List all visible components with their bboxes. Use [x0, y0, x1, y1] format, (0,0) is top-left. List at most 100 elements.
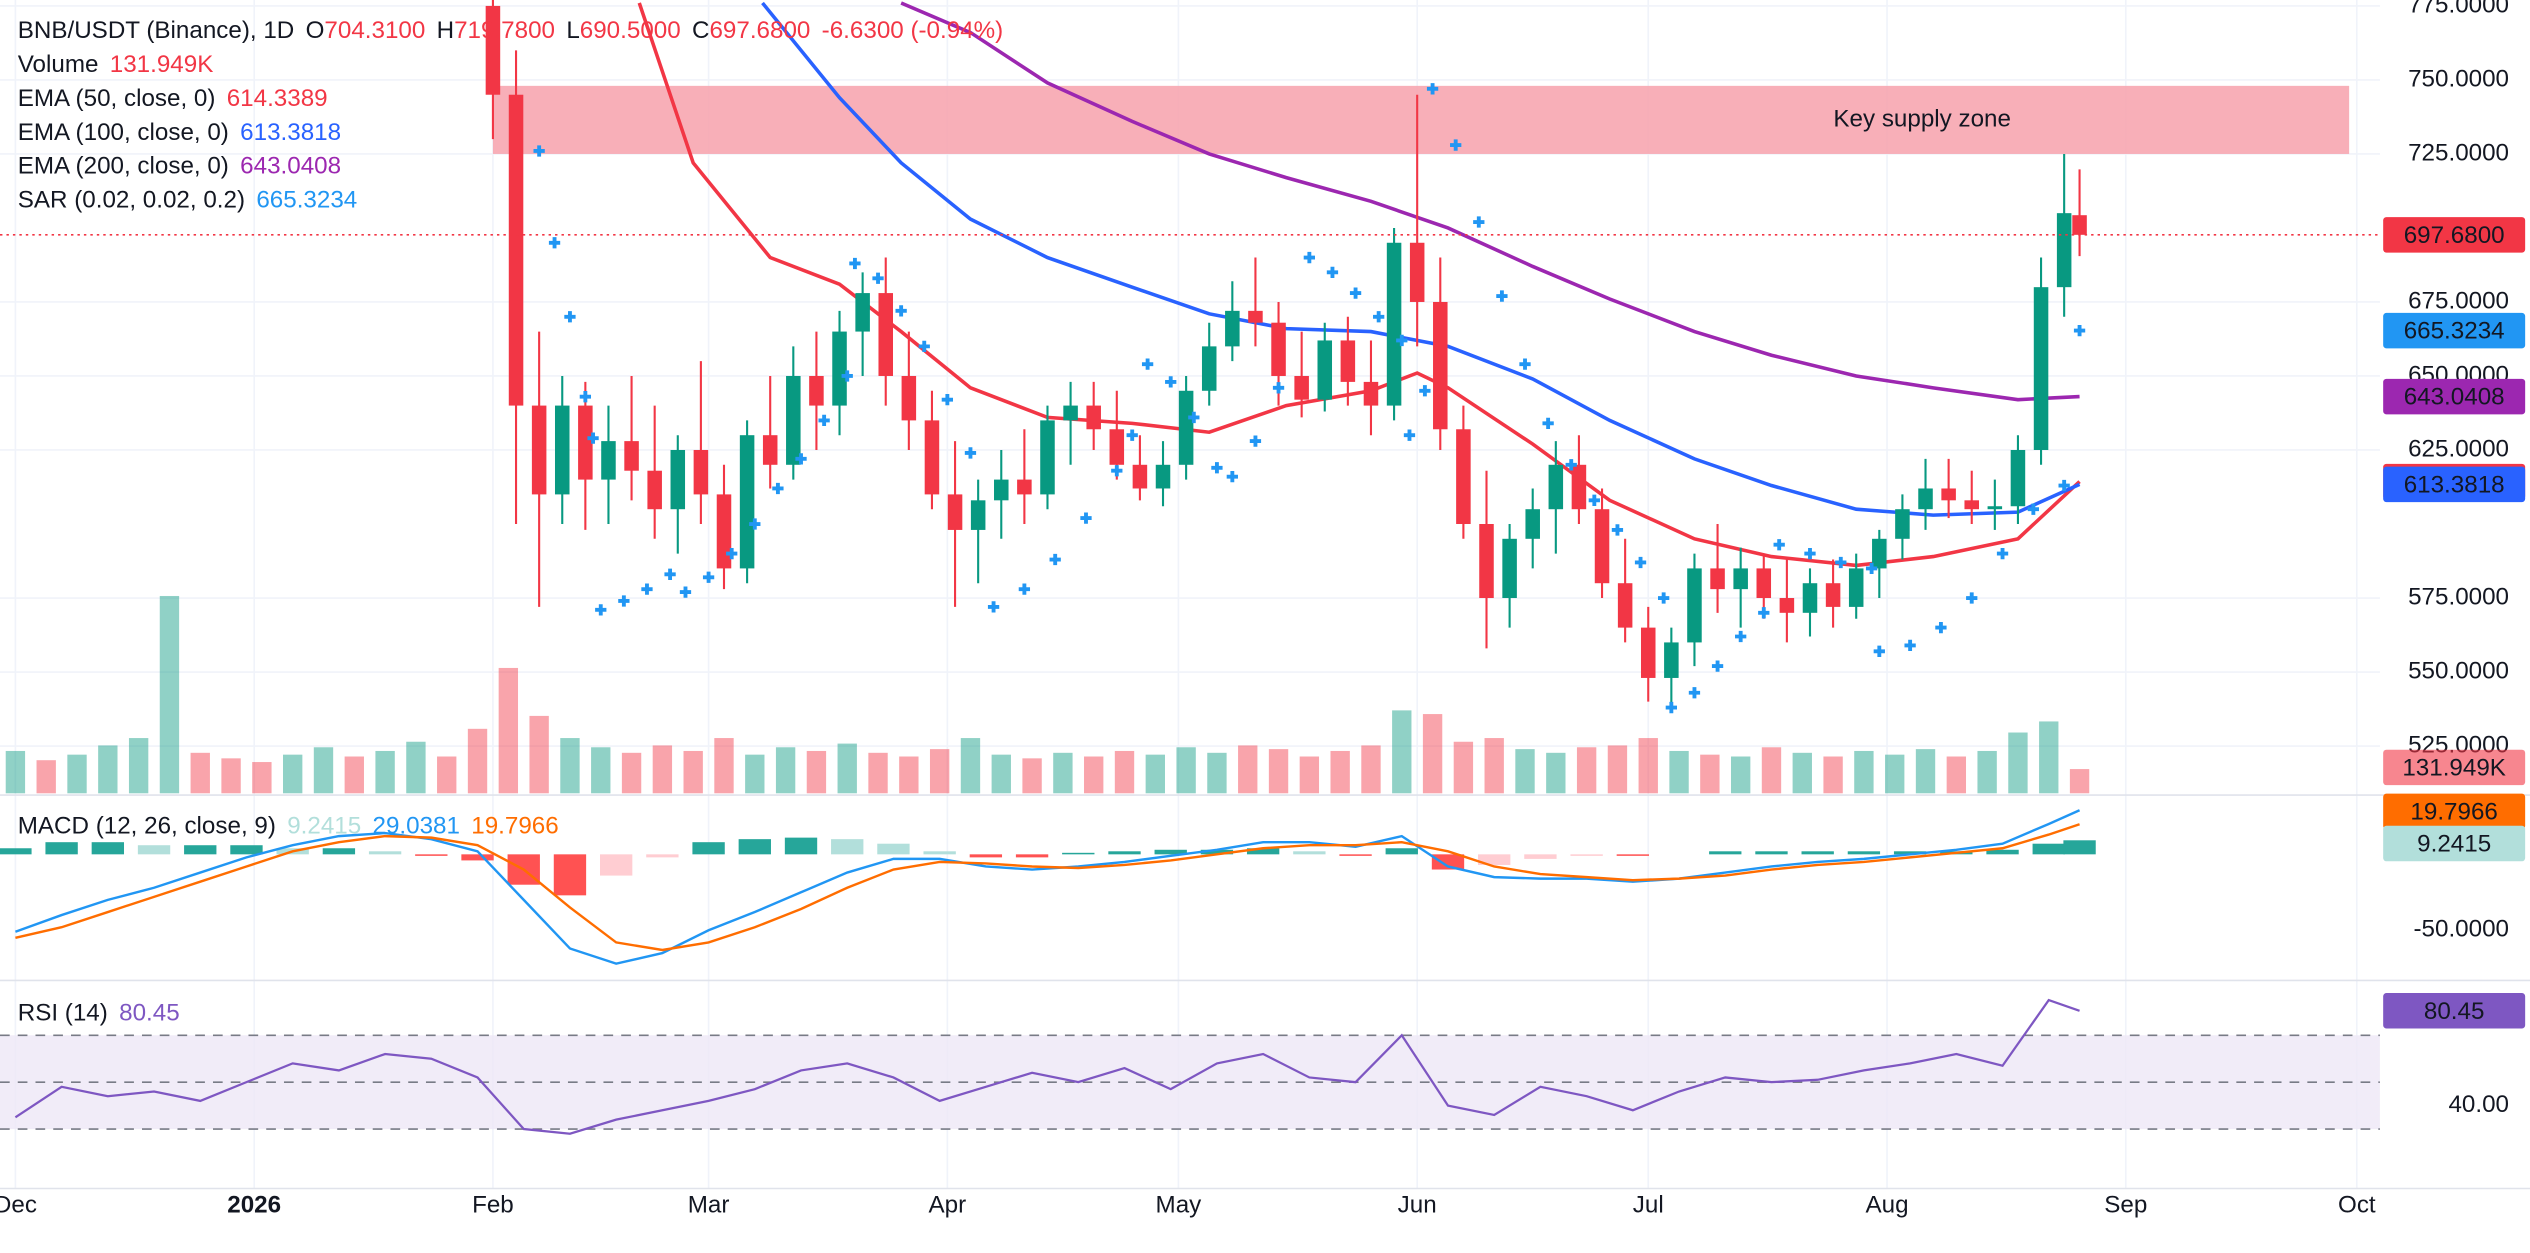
- sar-point: [579, 391, 592, 403]
- sar-badge-label: 665.3234: [2404, 318, 2505, 345]
- volume-bar: [1669, 750, 1689, 794]
- legend-item: EMA (100, close, 0): [18, 119, 229, 146]
- sar-point: [1773, 539, 1785, 551]
- candle-body: [1941, 488, 1956, 501]
- volume-bar: [529, 715, 549, 794]
- legend-item: 719.7800: [454, 18, 555, 45]
- legend-item: 613.3818: [240, 119, 341, 146]
- candle-body: [601, 441, 616, 480]
- candle-body: [1640, 627, 1656, 678]
- sar-point: [1935, 621, 1947, 634]
- volume-bar: [652, 745, 673, 794]
- volume-bar: [929, 749, 950, 794]
- candle-body: [1825, 583, 1841, 607]
- candle-body: [647, 470, 662, 510]
- candle-body: [485, 5, 501, 95]
- volume-bar: [498, 667, 519, 794]
- legend-item: 29.0381: [373, 813, 460, 840]
- candle-body: [1872, 538, 1887, 569]
- volume-bar: [621, 752, 642, 794]
- sar-point: [1165, 376, 1177, 388]
- close-badge: [2383, 217, 2526, 253]
- volume-bar: [1145, 754, 1165, 794]
- macd-histogram-badge-label: 9.2415: [2417, 831, 2491, 858]
- candle-body: [1918, 488, 1933, 510]
- candle-body: [1594, 509, 1610, 584]
- volume-bar: [252, 762, 272, 794]
- ema-line: [761, 1, 2081, 517]
- macd-histogram-bar: [1524, 854, 1557, 859]
- legend-item: -6.6300 (-0.94%): [822, 18, 1004, 45]
- macd-histogram-bar: [553, 854, 587, 896]
- candle-body: [508, 94, 524, 406]
- volume-bar: [1422, 714, 1443, 794]
- candle-body: [1664, 642, 1679, 678]
- macd-histogram-bar: [1755, 851, 1788, 855]
- volume-bar: [1299, 756, 1320, 794]
- sar-point: [1473, 216, 1485, 228]
- volume-bar: [991, 754, 1011, 794]
- macd-signal-badge: [2383, 793, 2526, 830]
- sar-point: [895, 305, 907, 317]
- legend-item: 9.2415: [287, 813, 361, 840]
- volume-bar: [1946, 756, 1967, 794]
- volume-badge-label: 131.949K: [2402, 754, 2506, 781]
- sar-point: [702, 571, 715, 583]
- volume-bar: [1392, 710, 1412, 794]
- volume-bar: [36, 760, 56, 794]
- candle-body: [1710, 568, 1725, 590]
- sar-point: [1303, 251, 1316, 264]
- candle-body: [1294, 375, 1309, 400]
- sar-point: [841, 370, 853, 382]
- legend-row: Volume 131.949K: [18, 52, 214, 79]
- x-tick-label: Oct: [2338, 1192, 2376, 1219]
- volume-bar: [1977, 750, 1997, 794]
- macd-line: [15, 823, 2080, 952]
- legend-item: Volume: [18, 52, 99, 79]
- legend-item: SAR (0.02, 0.02, 0.2): [18, 187, 245, 214]
- sar-point: [818, 414, 830, 427]
- volume-bar: [1546, 752, 1566, 794]
- candle-body: [1964, 500, 1979, 510]
- x-tick-label: Aug: [1865, 1192, 1908, 1219]
- candle-body: [693, 449, 709, 495]
- sar-point: [1249, 435, 1262, 447]
- candle-body: [1340, 340, 1356, 382]
- sar-point: [1141, 358, 1154, 370]
- volume-bar: [1084, 756, 1104, 794]
- sar-point: [1804, 547, 1816, 560]
- candle-body: [1802, 583, 1818, 613]
- candle-body: [1363, 381, 1379, 406]
- sar-point: [2027, 503, 2039, 515]
- candle-body: [1571, 464, 1587, 510]
- macd-histogram-bar: [461, 854, 494, 861]
- candle-body: [1017, 479, 1032, 495]
- legend-item: 80.45: [119, 1000, 180, 1027]
- x-tick-label: 2026: [227, 1192, 281, 1219]
- volume-bar: [467, 728, 488, 794]
- volume-bar: [344, 756, 364, 794]
- volume-bar: [1484, 738, 1504, 794]
- x-tick-label: May: [1156, 1192, 1203, 1219]
- sar-point: [1873, 645, 1885, 657]
- volume-bar: [1022, 758, 1042, 794]
- volume-bar: [714, 738, 734, 794]
- candle-body: [1479, 524, 1494, 599]
- volume-bar: [1114, 750, 1135, 794]
- sar-point: [1865, 562, 1878, 575]
- volume-bar: [1515, 749, 1535, 794]
- macd-histogram-bar: [923, 851, 956, 855]
- macd-histogram-bar: [692, 842, 725, 855]
- candle-body: [1779, 598, 1795, 613]
- macd-histogram-bar: [1200, 849, 1234, 855]
- candle-body: [947, 494, 963, 530]
- volume-bar: [1576, 747, 1597, 794]
- volume-bar: [960, 738, 981, 794]
- volume-bar: [560, 738, 580, 794]
- volume-bar: [190, 752, 210, 794]
- sar-point: [664, 568, 676, 580]
- rsi-pane: [0, 998, 2380, 1135]
- macd-histogram-bar: [1801, 851, 1834, 855]
- volume-bar: [437, 756, 457, 794]
- sar-point: [1634, 556, 1647, 569]
